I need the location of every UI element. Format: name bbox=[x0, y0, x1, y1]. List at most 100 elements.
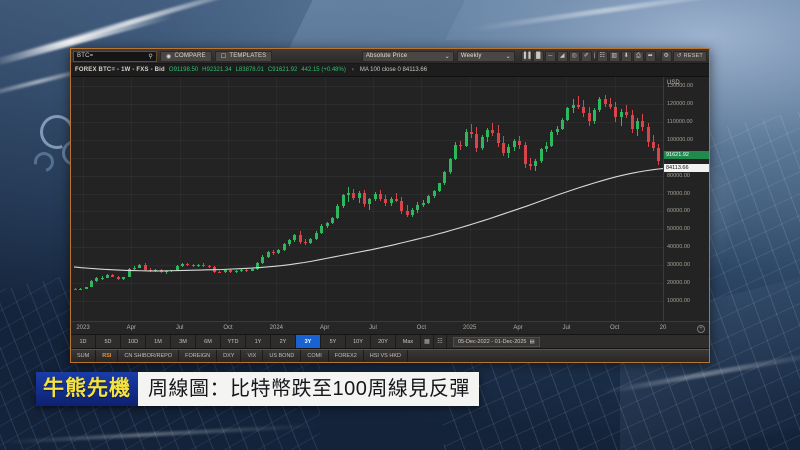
candle-body bbox=[175, 265, 179, 271]
tab-us-bond[interactable]: US BOND bbox=[263, 350, 302, 362]
price-mode-dropdown[interactable]: Absolute Price ⌄ bbox=[361, 50, 454, 62]
tab-vix[interactable]: VIX bbox=[241, 350, 264, 362]
candle-body bbox=[229, 270, 233, 272]
price-mode-value: Absolute Price bbox=[365, 53, 408, 59]
price-tick: 50000.00 bbox=[667, 226, 690, 233]
timeframe-1m[interactable]: 1M bbox=[146, 335, 171, 348]
split-view-icon[interactable]: ▥ bbox=[608, 50, 620, 62]
time-tick: Apr bbox=[126, 325, 136, 331]
candle-body bbox=[266, 251, 270, 257]
candle-body bbox=[277, 249, 281, 253]
gridline bbox=[71, 283, 663, 285]
timeframe-6m[interactable]: 6M bbox=[196, 335, 221, 348]
candle-body bbox=[577, 104, 581, 107]
share-icon[interactable]: ➦ bbox=[644, 50, 656, 62]
tab-hsi-vs-hkd[interactable]: HSI VS HKD bbox=[364, 350, 408, 362]
time-tick: Apr bbox=[513, 325, 523, 331]
chevron-down-icon[interactable]: ⌄ bbox=[505, 53, 511, 60]
candle-body bbox=[475, 133, 479, 148]
date-range-picker[interactable]: 05-Dec-2022 - 01-Dec-2025 ▤ bbox=[453, 336, 540, 347]
time-tick: Jul bbox=[369, 325, 377, 331]
candlestick-chart-icon[interactable]: ▐▐ bbox=[520, 50, 532, 62]
candle-wick bbox=[208, 265, 210, 268]
chart-terminal-window: BTC= ⚲ ◉ COMPARE ☐ TEMPLATES Absolute Pr… bbox=[70, 48, 710, 363]
timeframe-10y[interactable]: 10Y bbox=[346, 335, 371, 348]
bar-chart-icon[interactable]: █ bbox=[532, 50, 544, 62]
calendar-icon[interactable]: ▤ bbox=[529, 338, 535, 345]
gridline-vertical bbox=[276, 77, 277, 321]
symbol-search-input[interactable]: BTC= ⚲ bbox=[73, 50, 157, 62]
candle-body bbox=[609, 103, 613, 108]
high-value: H92321.34 bbox=[202, 67, 232, 73]
search-icon[interactable]: ⚲ bbox=[148, 53, 153, 60]
timeframe-3y[interactable]: 3Y bbox=[296, 335, 321, 348]
annotate-icon[interactable]: ✐ bbox=[580, 50, 592, 62]
candle-body bbox=[116, 276, 120, 280]
timeframe-max[interactable]: Max bbox=[396, 335, 421, 348]
tab-rsi[interactable]: RSI bbox=[96, 350, 119, 362]
tab-sum[interactable]: SUM bbox=[71, 350, 97, 362]
timeframe-3m[interactable]: 3M bbox=[171, 335, 196, 348]
candle-body bbox=[379, 194, 383, 199]
candle-body bbox=[384, 198, 388, 204]
grid-icon[interactable]: ▦ bbox=[421, 335, 434, 348]
area-chart-icon[interactable]: ◢ bbox=[556, 50, 568, 62]
timeframe-2y[interactable]: 2Y bbox=[271, 335, 296, 348]
compare-icon: ◉ bbox=[166, 53, 172, 60]
table-icon[interactable]: ☷ bbox=[434, 335, 447, 348]
gridline bbox=[71, 265, 663, 267]
compare-button[interactable]: ◉ COMPARE bbox=[160, 50, 212, 62]
ma-legend: MA 100 close 0 84113.66 bbox=[359, 67, 428, 73]
save-chart-icon[interactable]: ⬇ bbox=[620, 50, 632, 62]
chevron-down-icon[interactable]: ⌄ bbox=[444, 53, 450, 60]
candle-body bbox=[90, 281, 94, 287]
timeframe-selector[interactable]: 1D 5D 10D 1M 3M 6M YTD 1Y 2Y 3Y 5Y 10Y 20Y Max ▦ ☷ 05-De… bbox=[71, 335, 709, 349]
line-chart-icon[interactable]: ─ bbox=[544, 50, 556, 62]
candle-body bbox=[630, 114, 634, 130]
templates-label: TEMPLATES bbox=[229, 53, 267, 59]
print-icon[interactable]: ⎙ bbox=[632, 50, 644, 62]
tab-forex2[interactable]: FOREX2 bbox=[329, 350, 364, 362]
price-axis[interactable]: USD 130000.00 120000.00 110000.00 100000.00… bbox=[663, 77, 709, 321]
timeframe-20y[interactable]: 20Y bbox=[371, 335, 396, 348]
timeframe-5d[interactable]: 5D bbox=[96, 335, 121, 348]
zoom-reset-icon[interactable]: + bbox=[697, 325, 705, 333]
candle-body bbox=[625, 111, 629, 115]
timeframe-5y[interactable]: 5Y bbox=[321, 335, 346, 348]
tab-cn-shibor-repo[interactable]: CN SHIBOR/REPO bbox=[118, 350, 180, 362]
interval-value: Weekly bbox=[460, 53, 482, 59]
templates-button[interactable]: ☐ TEMPLATES bbox=[214, 50, 273, 62]
time-axis[interactable]: + 2023 Apr Jul Oct 2024 Apr Jul Oct 2025 Apr Jul Oc… bbox=[71, 321, 709, 335]
timeframe-1d[interactable]: 1D bbox=[71, 335, 96, 348]
gridline bbox=[71, 157, 663, 159]
gridline bbox=[71, 301, 663, 303]
timeframe-ytd[interactable]: YTD bbox=[221, 335, 246, 348]
price-tick: 60000.00 bbox=[667, 208, 690, 215]
reset-button[interactable]: ↺ RESET bbox=[672, 50, 707, 62]
timeframe-10d[interactable]: 10D bbox=[121, 335, 146, 348]
grid-layout-icon[interactable]: ☷ bbox=[596, 50, 608, 62]
candle-body bbox=[79, 288, 83, 290]
tab-comi[interactable]: COMI bbox=[301, 350, 329, 362]
bottom-tab-bar[interactable]: SUM RSI CN SHIBOR/REPO FOREIGN DXY VIX US BOND… bbox=[71, 349, 709, 362]
time-tick: Oct bbox=[416, 325, 426, 331]
gridline bbox=[71, 139, 663, 141]
candle-body bbox=[427, 196, 431, 203]
chevron-left-icon[interactable]: ‹ bbox=[351, 67, 354, 73]
candlestick-plot[interactable] bbox=[71, 77, 663, 321]
timeframe-1y[interactable]: 1Y bbox=[246, 335, 271, 348]
candle-body bbox=[544, 146, 548, 150]
ma-line bbox=[73, 168, 663, 272]
candle-body bbox=[400, 200, 404, 211]
time-tick: Oct bbox=[223, 325, 233, 331]
price-tick: 110000.00 bbox=[667, 118, 693, 125]
tab-dxy[interactable]: DXY bbox=[217, 350, 242, 362]
price-axis-unit: USD bbox=[667, 80, 680, 86]
indicator-icon[interactable]: ◎ bbox=[568, 50, 580, 62]
settings-gear-icon[interactable]: ⚙ bbox=[660, 50, 672, 62]
gridline-vertical bbox=[373, 77, 374, 321]
candle-body bbox=[106, 274, 110, 278]
candle-body bbox=[298, 235, 302, 242]
tab-foreign[interactable]: FOREIGN bbox=[179, 350, 218, 362]
interval-dropdown[interactable]: Weekly ⌄ bbox=[456, 50, 515, 62]
